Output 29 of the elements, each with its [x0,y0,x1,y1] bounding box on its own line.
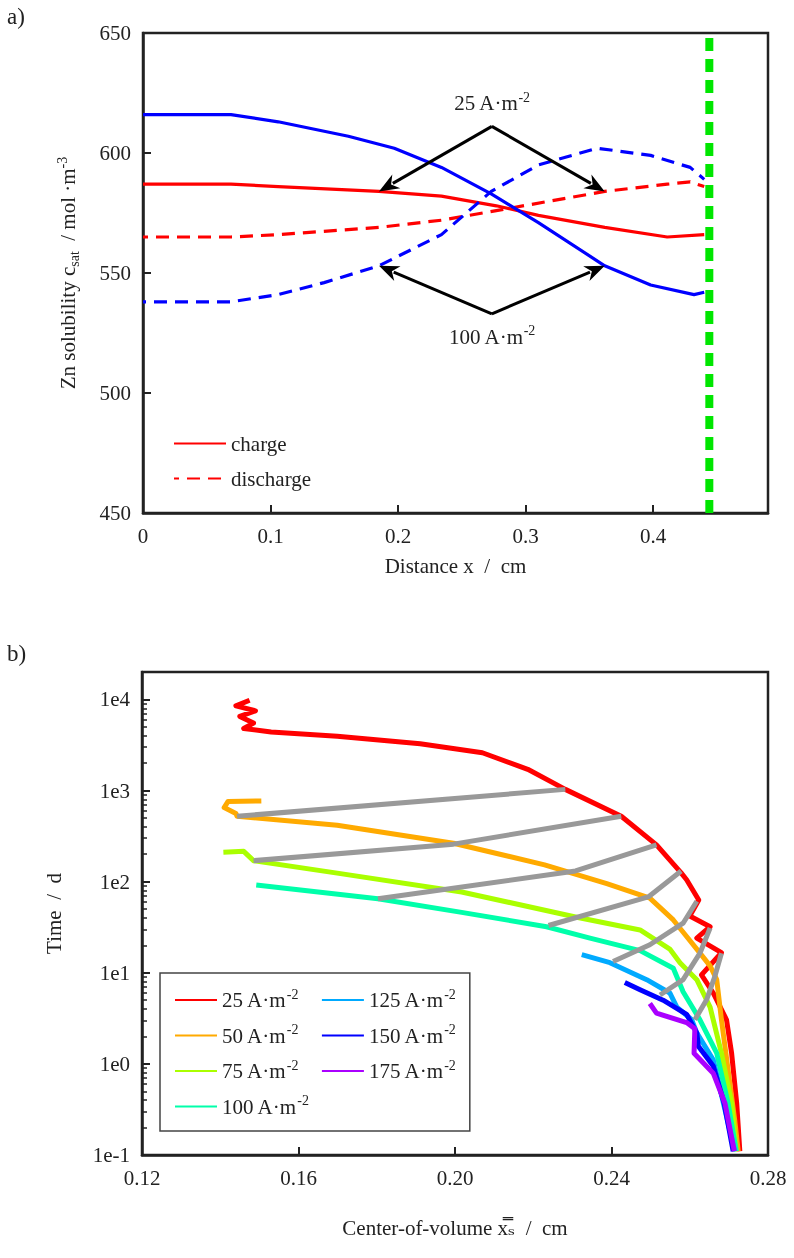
x-tick-label: 0.2 [384,523,412,548]
y-tick-label: 650 [99,21,131,45]
chart-title: a) [7,4,25,29]
y-tick-label: 1e2 [99,869,130,894]
chart-title: b) [7,641,27,666]
x-tick-label: 0.3 [512,523,539,548]
y-axis-title: Time / d [41,872,66,954]
y-tick-label: 1e4 [99,687,131,712]
x-tick-label: 0.4 [640,523,667,548]
x-tick-label: 0.28 [749,1165,787,1190]
legend-label: charge [231,431,287,456]
y-tick-label: 450 [99,501,131,525]
x-tick-label: 0.1 [257,523,284,548]
y-axis-title: Zn solubility csat / mol ·m-3 [54,156,82,390]
x-axis-title: Center-of-volume x̿ₛ / cm [342,1215,568,1240]
y-tick-label: 500 [99,381,131,405]
y-tick-label: 600 [99,141,131,165]
y-tick-label: 1e0 [99,1051,130,1076]
x-tick-label: 0.24 [593,1165,631,1190]
x-tick-label: 0.16 [280,1165,317,1190]
x-tick-label: 0.20 [436,1165,474,1190]
x-tick-label: 0 [137,523,149,548]
y-tick-label: 1e3 [99,778,130,803]
legend-label: discharge [231,466,312,491]
x-axis-title: Distance x / cm [384,553,527,578]
y-tick-label: 1e-1 [92,1143,130,1167]
x-tick-label: 0.12 [123,1165,161,1190]
y-tick-label: 550 [99,261,131,285]
y-tick-label: 1e1 [99,960,130,985]
